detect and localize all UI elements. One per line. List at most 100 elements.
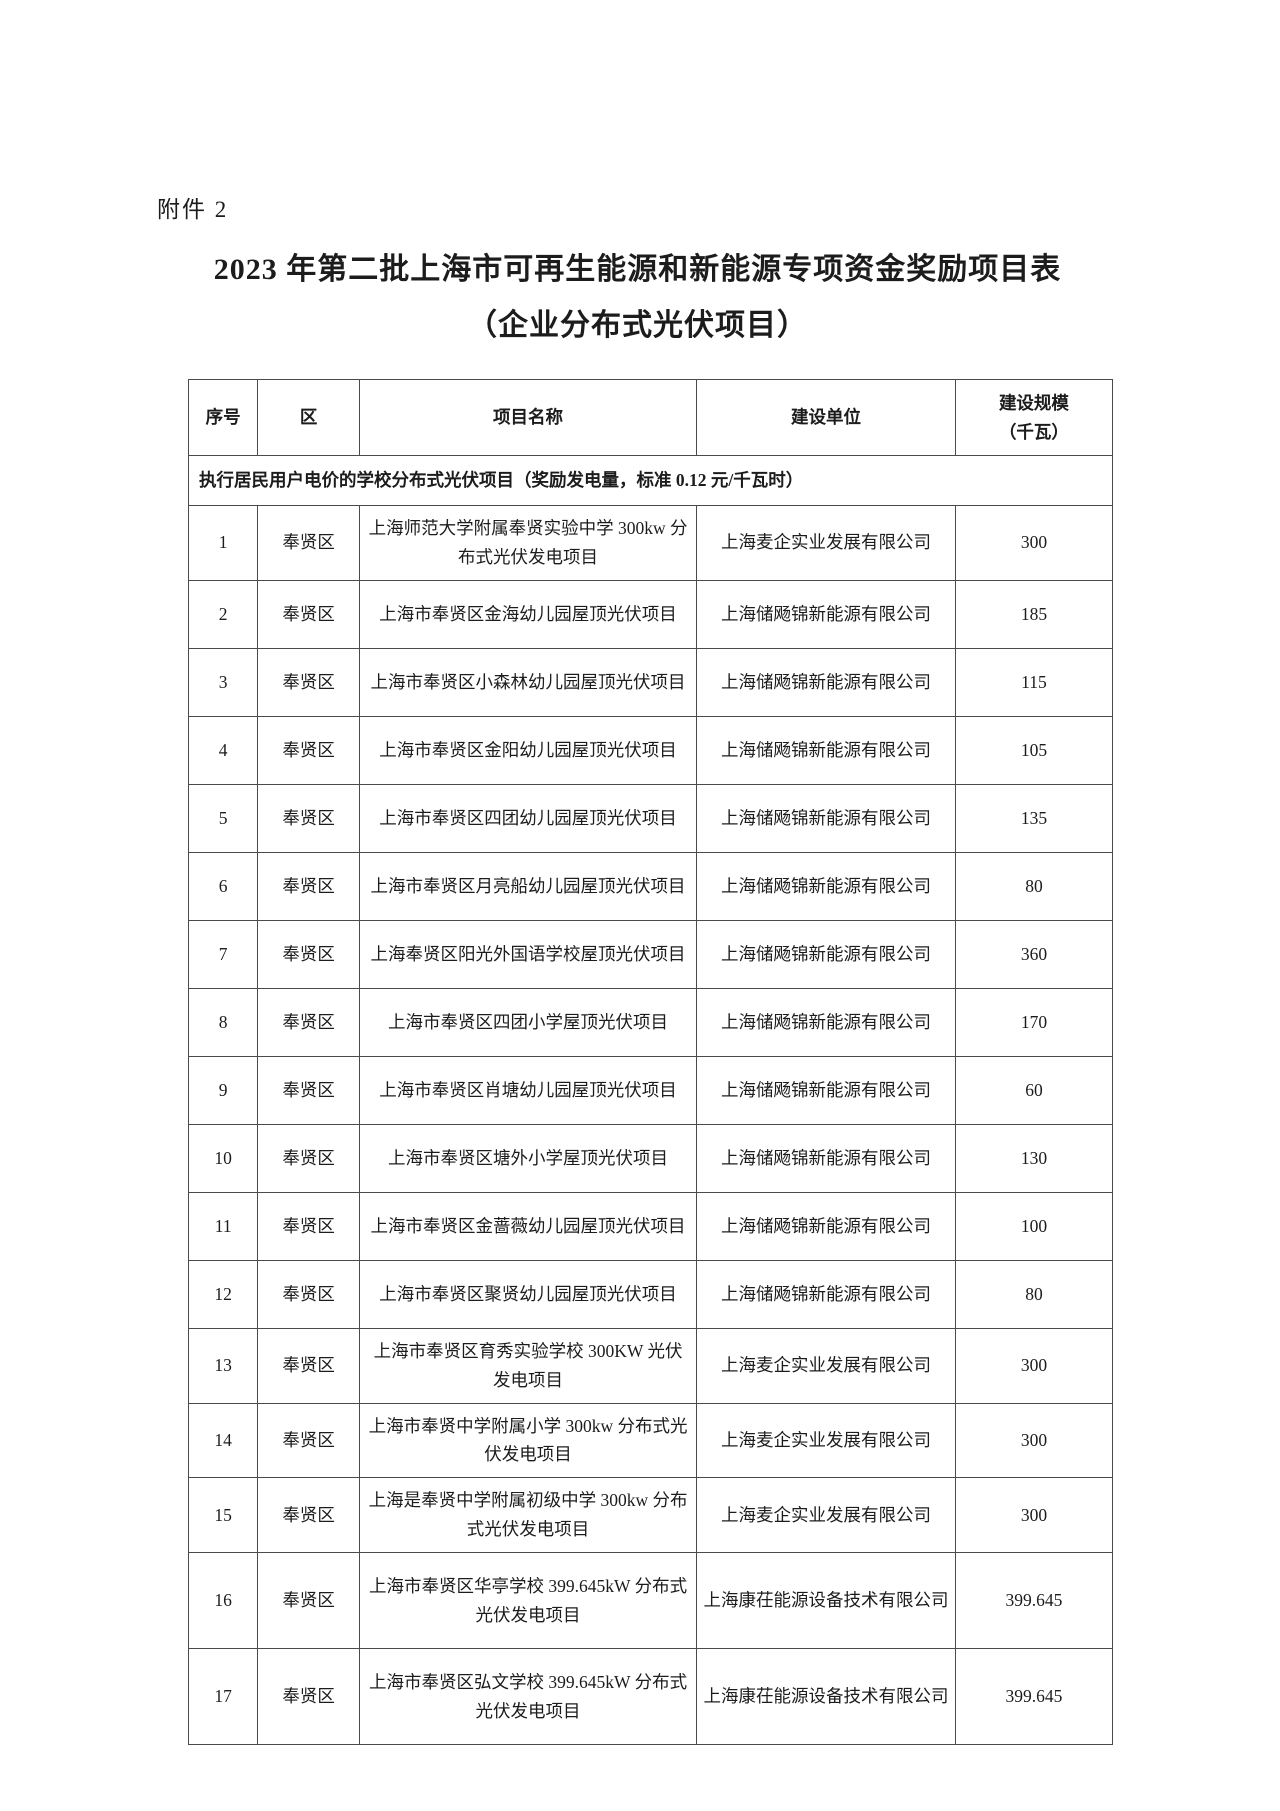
cell-project: 上海市奉贤区四团小学屋顶光伏项目 [358, 987, 698, 1057]
table-row: 12 奉贤区 上海市奉贤区聚贤幼儿园屋顶光伏项目 上海储飏锦新能源有限公司 80 [187, 1259, 1114, 1329]
cell-company: 上海储飏锦新能源有限公司 [696, 647, 956, 717]
cell-capacity: 80 [954, 851, 1114, 921]
cell-district: 奉贤区 [257, 1055, 360, 1125]
document-title: 2023 年第二批上海市可再生能源和新能源专项资金奖励项目表（企业分布式光伏项目… [213, 253, 1062, 342]
cell-district: 奉贤区 [257, 1552, 360, 1649]
cell-project: 上海市奉贤区月亮船幼儿园屋顶光伏项目 [358, 851, 698, 921]
cell-project: 上海市奉贤区小森林幼儿园屋顶光伏项目 [358, 647, 698, 717]
cell-capacity: 399.645 [954, 1552, 1114, 1649]
cell-project: 上海市奉贤区金海幼儿园屋顶光伏项目 [358, 579, 698, 649]
cell-company: 上海储飏锦新能源有限公司 [696, 715, 956, 785]
cell-district: 奉贤区 [257, 505, 360, 581]
cell-capacity: 60 [954, 1055, 1114, 1125]
cell-company: 上海储飏锦新能源有限公司 [696, 1191, 956, 1261]
table-row: 7 奉贤区 上海奉贤区阳光外国语学校屋顶光伏项目 上海储飏锦新能源有限公司 360 [187, 919, 1114, 989]
cell-capacity: 80 [954, 1259, 1114, 1329]
cell-no: 7 [187, 919, 259, 989]
table-header: 序号 区 项目名称 建设单位 建设规模 （千瓦） 执行居民用户电价的学校分布式光… [187, 379, 1114, 506]
cell-capacity: 185 [954, 579, 1114, 649]
table-row: 3 奉贤区 上海市奉贤区小森林幼儿园屋顶光伏项目 上海储飏锦新能源有限公司 115 [187, 647, 1114, 717]
header-company: 建设单位 [696, 379, 956, 456]
cell-capacity: 360 [954, 919, 1114, 989]
cell-project: 上海市奉贤区四团幼儿园屋顶光伏项目 [358, 783, 698, 853]
table-row: 4 奉贤区 上海市奉贤区金阳幼儿园屋顶光伏项目 上海储飏锦新能源有限公司 105 [187, 715, 1114, 785]
cell-project: 上海市奉贤区金蔷薇幼儿园屋顶光伏项目 [358, 1191, 698, 1261]
cell-no: 1 [187, 505, 259, 581]
table-row: 8 奉贤区 上海市奉贤区四团小学屋顶光伏项目 上海储飏锦新能源有限公司 170 [187, 987, 1114, 1057]
cell-no: 3 [187, 647, 259, 717]
cell-capacity: 170 [954, 987, 1114, 1057]
cell-company: 上海康茌能源设备技术有限公司 [696, 1648, 956, 1745]
cell-district: 奉贤区 [257, 1327, 360, 1404]
cell-company: 上海储飏锦新能源有限公司 [696, 783, 956, 853]
cell-district: 奉贤区 [257, 1402, 360, 1479]
table-row: 6 奉贤区 上海市奉贤区月亮船幼儿园屋顶光伏项目 上海储飏锦新能源有限公司 80 [187, 851, 1114, 921]
cell-capacity: 130 [954, 1123, 1114, 1193]
cell-no: 8 [187, 987, 259, 1057]
table-row: 5 奉贤区 上海市奉贤区四团幼儿园屋顶光伏项目 上海储飏锦新能源有限公司 135 [187, 783, 1114, 853]
cell-district: 奉贤区 [257, 1648, 360, 1745]
cell-project: 上海市奉贤区肖塘幼儿园屋顶光伏项目 [358, 1055, 698, 1125]
cell-no: 6 [187, 851, 259, 921]
cell-project: 上海是奉贤中学附属初级中学 300kw 分布式光伏发电项目 [358, 1477, 698, 1553]
cell-company: 上海储飏锦新能源有限公司 [696, 987, 956, 1057]
cell-company: 上海储飏锦新能源有限公司 [696, 919, 956, 989]
cell-capacity: 100 [954, 1191, 1114, 1261]
cell-district: 奉贤区 [257, 579, 360, 649]
cell-capacity: 300 [954, 1327, 1114, 1404]
cell-district: 奉贤区 [257, 1191, 360, 1261]
cell-no: 12 [187, 1259, 259, 1329]
table-row: 16 奉贤区 上海市奉贤区华亭学校 399.645kW 分布式光伏发电项目 上海康茌能… [187, 1552, 1114, 1649]
table-row: 11 奉贤区 上海市奉贤区金蔷薇幼儿园屋顶光伏项目 上海储飏锦新能源有限公司 100 [187, 1191, 1114, 1261]
cell-no: 13 [187, 1327, 259, 1404]
cell-no: 5 [187, 783, 259, 853]
header-row: 序号 区 项目名称 建设单位 建设规模 （千瓦） [187, 379, 1114, 456]
cell-capacity: 135 [954, 783, 1114, 853]
header-capacity: 建设规模 （千瓦） [954, 379, 1114, 456]
cell-district: 奉贤区 [257, 987, 360, 1057]
cell-project: 上海师范大学附属奉贤实验中学 300kw 分布式光伏发电项目 [358, 505, 698, 581]
table-row: 13 奉贤区 上海市奉贤区育秀实验学校 300KW 光伏发电项目 上海麦企实业发展有限… [187, 1327, 1114, 1404]
cell-district: 奉贤区 [257, 783, 360, 853]
table-row: 10 奉贤区 上海市奉贤区塘外小学屋顶光伏项目 上海储飏锦新能源有限公司 130 [187, 1123, 1114, 1193]
attachment-label: 附件 2 [157, 197, 229, 222]
table-row: 15 奉贤区 上海是奉贤中学附属初级中学 300kw 分布式光伏发电项目 上海麦企实业… [187, 1477, 1114, 1553]
cell-district: 奉贤区 [257, 851, 360, 921]
cell-capacity: 399.645 [954, 1648, 1114, 1745]
table-body: 1 奉贤区 上海师范大学附属奉贤实验中学 300kw 分布式光伏发电项目 上海麦企实业… [187, 505, 1114, 1745]
table-row: 17 奉贤区 上海市奉贤区弘文学校 399.645kW 分布式光伏发电项目 上海康茌能… [187, 1648, 1114, 1745]
section-header: 执行居民用户电价的学校分布式光伏项目（奖励发电量，标准 0.12 元/千瓦时） [188, 455, 1113, 506]
cell-district: 奉贤区 [257, 647, 360, 717]
cell-no: 17 [187, 1648, 259, 1745]
cell-project: 上海市奉贤区华亭学校 399.645kW 分布式光伏发电项目 [358, 1552, 698, 1649]
cell-capacity: 300 [954, 505, 1114, 581]
cell-project: 上海奉贤区阳光外国语学校屋顶光伏项目 [358, 919, 698, 989]
cell-no: 16 [187, 1552, 259, 1649]
section-header-row: 执行居民用户电价的学校分布式光伏项目（奖励发电量，标准 0.12 元/千瓦时） [188, 455, 1113, 506]
cell-project: 上海市奉贤区金阳幼儿园屋顶光伏项目 [358, 715, 698, 785]
cell-company: 上海储飏锦新能源有限公司 [696, 1259, 956, 1329]
header-project: 项目名称 [358, 379, 698, 456]
cell-district: 奉贤区 [257, 715, 360, 785]
cell-no: 9 [187, 1055, 259, 1125]
table-row: 14 奉贤区 上海市奉贤中学附属小学 300kw 分布式光伏发电项目 上海麦企实业发展… [187, 1402, 1114, 1479]
cell-no: 2 [187, 579, 259, 649]
cell-company: 上海储飏锦新能源有限公司 [696, 1123, 956, 1193]
cell-project: 上海市奉贤区弘文学校 399.645kW 分布式光伏发电项目 [358, 1648, 698, 1745]
cell-district: 奉贤区 [257, 1259, 360, 1329]
cell-district: 奉贤区 [257, 1477, 360, 1553]
table-row: 1 奉贤区 上海师范大学附属奉贤实验中学 300kw 分布式光伏发电项目 上海麦企实业… [187, 505, 1114, 581]
cell-capacity: 300 [954, 1477, 1114, 1553]
cell-capacity: 115 [954, 647, 1114, 717]
cell-project: 上海市奉贤区聚贤幼儿园屋顶光伏项目 [358, 1259, 698, 1329]
cell-project: 上海市奉贤中学附属小学 300kw 分布式光伏发电项目 [358, 1402, 698, 1479]
table-row: 9 奉贤区 上海市奉贤区肖塘幼儿园屋顶光伏项目 上海储飏锦新能源有限公司 60 [187, 1055, 1114, 1125]
cell-capacity: 105 [954, 715, 1114, 785]
cell-company: 上海康茌能源设备技术有限公司 [696, 1552, 956, 1649]
cell-district: 奉贤区 [257, 1123, 360, 1193]
cell-company: 上海麦企实业发展有限公司 [696, 1327, 956, 1404]
cell-no: 4 [187, 715, 259, 785]
cell-company: 上海麦企实业发展有限公司 [696, 1402, 956, 1479]
header-no: 序号 [187, 379, 259, 456]
